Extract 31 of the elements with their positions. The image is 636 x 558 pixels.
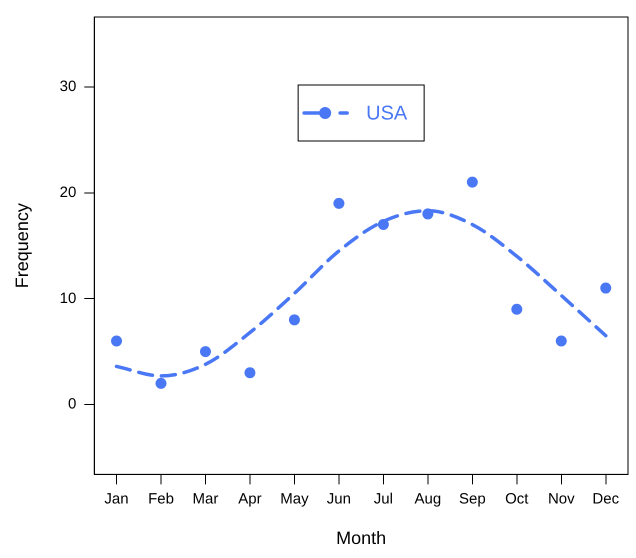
x-tick-label: Sep	[458, 490, 486, 508]
point	[556, 335, 567, 346]
point	[156, 378, 166, 389]
legend-label: USA	[366, 102, 408, 125]
x-axis-title: Month	[336, 528, 386, 548]
x-tick-label: Jul	[374, 490, 393, 508]
point	[466, 176, 478, 188]
point	[378, 219, 389, 230]
x-tick-label: Jun	[326, 490, 351, 508]
x-tick-label: May	[280, 490, 310, 508]
x-tick-label: Dec	[592, 490, 620, 508]
y-tick-label: 10	[60, 290, 76, 307]
y-axis-title: Frequency	[12, 203, 32, 288]
x-tick-label: Nov	[548, 490, 576, 508]
x-tick-label: Mar	[192, 490, 218, 508]
point	[200, 346, 211, 358]
point	[422, 208, 434, 220]
point	[288, 314, 300, 326]
point	[333, 198, 344, 209]
point	[600, 282, 612, 294]
point	[244, 367, 256, 378]
x-tick-label: Apr	[238, 490, 262, 508]
y-tick-label: 20	[60, 184, 76, 201]
point	[511, 304, 522, 315]
x-tick-label: Feb	[148, 490, 174, 508]
point	[111, 335, 122, 346]
x-tick-label: Aug	[414, 490, 442, 508]
x-tick-label: Oct	[505, 490, 530, 508]
y-tick-label: 30	[60, 78, 76, 96]
y-tick-label: 0	[68, 396, 76, 413]
x-tick-label: Jan	[104, 490, 129, 508]
